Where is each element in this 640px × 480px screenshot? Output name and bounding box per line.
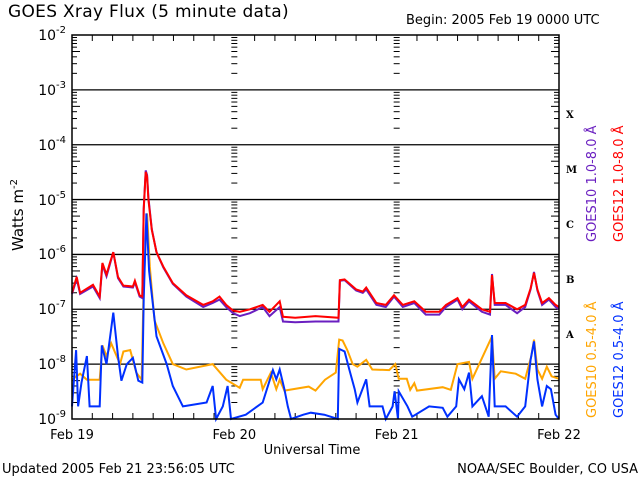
flare-class-label: B — [566, 274, 575, 286]
x-axis-label: Universal Time — [263, 443, 361, 458]
y-tick-label: 10-3 — [6, 80, 66, 99]
y-tick-base: 10 — [38, 137, 57, 154]
y-tick-exp: -2 — [56, 25, 66, 36]
y-tick-exp: -7 — [56, 299, 66, 311]
chart-title: GOES Xray Flux (5 minute data) — [8, 2, 289, 22]
y-tick-label: 10-6 — [6, 245, 66, 264]
y-tick-base: 10 — [38, 357, 57, 374]
x-tick-label: Feb 21 — [374, 428, 419, 443]
flare-class-label: A — [566, 329, 574, 341]
y-tick-base: 10 — [38, 28, 57, 44]
flare-class-label: M — [566, 165, 578, 177]
x-tick-label: Feb 20 — [212, 428, 257, 443]
y-tick-label: 10-5 — [6, 190, 66, 209]
legend-entry: GOES12 0.5-4.0 Å — [612, 301, 627, 418]
series-line-goes12-3 — [71, 171, 560, 319]
y-tick-exp: -6 — [56, 244, 66, 256]
y-tick-exp: -8 — [56, 354, 66, 366]
y-tick-label: 10-2 — [6, 26, 66, 44]
legend-entry: GOES10 0.5-4.0 Å — [585, 301, 600, 418]
begin-time: Begin: 2005 Feb 19 0000 UTC — [406, 13, 600, 28]
y-tick-exp: -3 — [56, 79, 66, 91]
legend-entry: GOES10 1.0-8.0 Å — [585, 125, 600, 242]
y-tick-label: 10-9 — [6, 410, 66, 428]
y-tick-base: 10 — [38, 247, 57, 264]
y-tick-label: 10-7 — [6, 300, 66, 319]
x-tick-label: Feb 19 — [50, 428, 94, 443]
y-tick-exp: -5 — [56, 189, 66, 201]
y-tick-base: 10 — [38, 192, 57, 209]
y-tick-label: 10-8 — [6, 355, 66, 374]
y-tick-exp: -4 — [56, 134, 66, 146]
credit: NOAA/SEC Boulder, CO USA — [457, 462, 638, 477]
legend-entry: GOES12 1.0-8.0 Å — [612, 125, 627, 242]
x-tick-label: Feb 22 — [537, 428, 581, 443]
flare-class-label: X — [566, 110, 574, 122]
updated-timestamp: Updated 2005 Feb 21 23:56:05 UTC — [2, 462, 235, 477]
plot-frame — [71, 34, 560, 420]
series-line-goes12-1 — [71, 213, 560, 423]
y-tick-label: 10-4 — [6, 135, 66, 154]
y-tick-base: 10 — [38, 82, 57, 99]
y-tick-exp: -9 — [56, 409, 66, 420]
y-tick-base: 10 — [38, 302, 57, 319]
y-tick-base: 10 — [38, 412, 57, 428]
flare-class-label: C — [566, 220, 574, 231]
